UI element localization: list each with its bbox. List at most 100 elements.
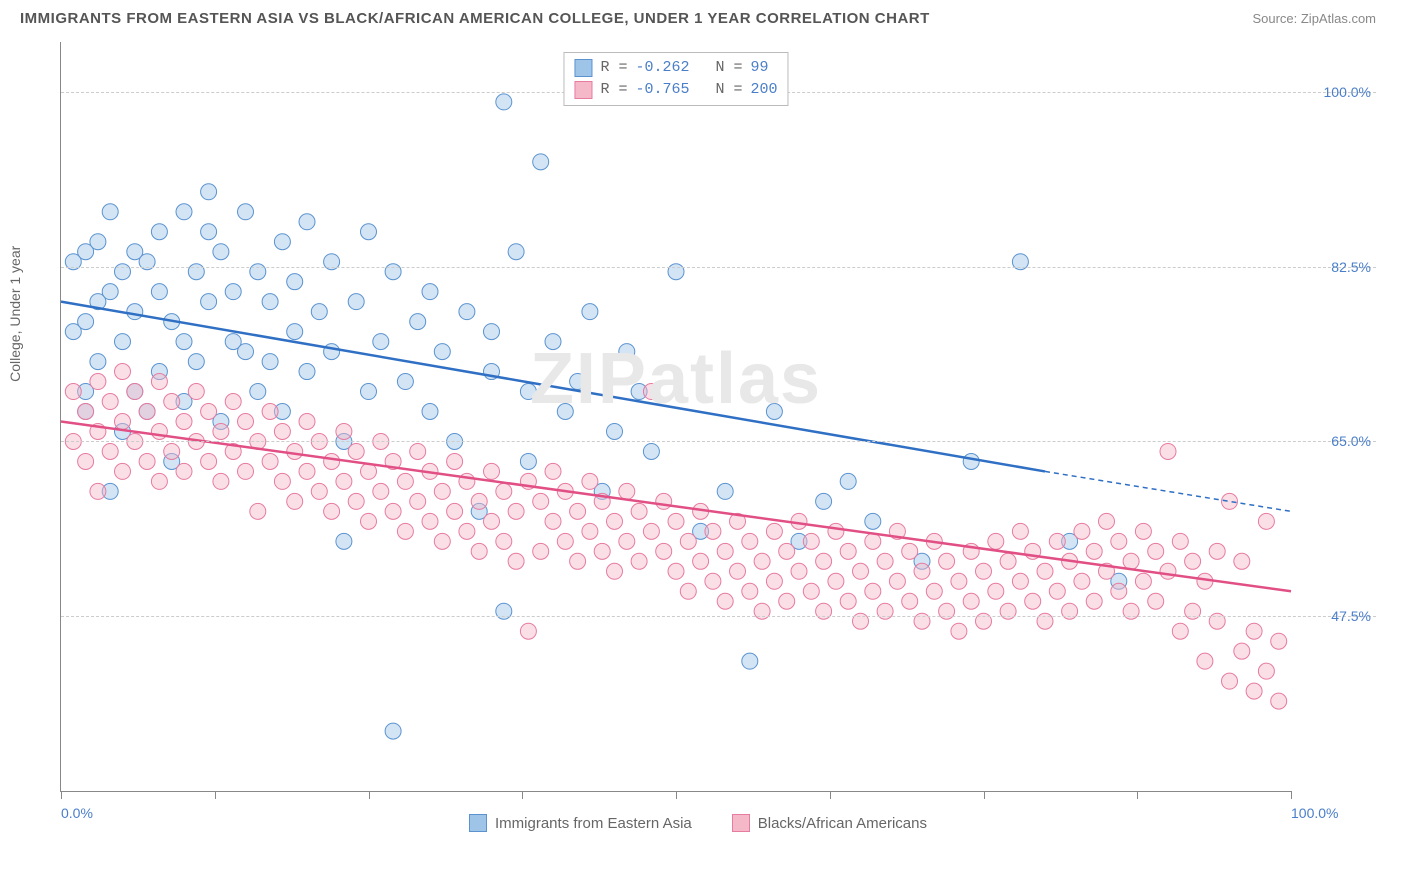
scatter-point xyxy=(582,523,598,539)
scatter-point xyxy=(397,473,413,489)
scatter-point xyxy=(1025,593,1041,609)
scatter-point xyxy=(188,354,204,370)
scatter-point xyxy=(274,234,290,250)
scatter-point xyxy=(816,553,832,569)
scatter-point xyxy=(533,493,549,509)
scatter-point xyxy=(102,284,118,300)
scatter-point xyxy=(324,503,340,519)
scatter-point xyxy=(459,523,475,539)
chart-title: IMMIGRANTS FROM EASTERN ASIA VS BLACK/AF… xyxy=(20,10,930,27)
scatter-point xyxy=(274,473,290,489)
scatter-point xyxy=(471,543,487,559)
scatter-point xyxy=(373,334,389,350)
chart-container: College, Under 1 year ZIPatlas R = -0.26… xyxy=(20,32,1376,852)
stats-legend: R = -0.262 N = 99 R = -0.765 N = 200 xyxy=(563,52,788,106)
scatter-point xyxy=(238,413,254,429)
scatter-point xyxy=(176,334,192,350)
scatter-point xyxy=(914,563,930,579)
scatter-point xyxy=(717,483,733,499)
scatter-point xyxy=(1185,553,1201,569)
scatter-point xyxy=(238,344,254,360)
scatter-point xyxy=(447,503,463,519)
scatter-point xyxy=(643,523,659,539)
scatter-point xyxy=(582,304,598,320)
scatter-point xyxy=(939,553,955,569)
scatter-point xyxy=(201,224,217,240)
scatter-point xyxy=(434,344,450,360)
scatter-point xyxy=(803,583,819,599)
scatter-point xyxy=(78,314,94,330)
scatter-point xyxy=(496,483,512,499)
scatter-point xyxy=(619,533,635,549)
scatter-point xyxy=(1209,543,1225,559)
scatter-point xyxy=(742,533,758,549)
scatter-point xyxy=(115,413,131,429)
r-value-1: -0.765 xyxy=(635,79,689,101)
scatter-point xyxy=(225,284,241,300)
scatter-point xyxy=(102,443,118,459)
ytick-label: 100.0% xyxy=(1324,84,1371,100)
n-value-1: 200 xyxy=(751,79,778,101)
scatter-point xyxy=(127,304,143,320)
scatter-point xyxy=(816,493,832,509)
scatter-point xyxy=(373,483,389,499)
scatter-point xyxy=(287,493,303,509)
scatter-point xyxy=(434,533,450,549)
scatter-point xyxy=(385,503,401,519)
scatter-point xyxy=(151,224,167,240)
legend-swatch-blue xyxy=(574,59,592,77)
scatter-point xyxy=(865,513,881,529)
scatter-point xyxy=(336,423,352,439)
scatter-point xyxy=(250,503,266,519)
scatter-point xyxy=(299,364,315,380)
ytick-label: 47.5% xyxy=(1331,608,1371,624)
scatter-point xyxy=(496,94,512,110)
scatter-point xyxy=(348,493,364,509)
scatter-point xyxy=(90,354,106,370)
scatter-point xyxy=(459,304,475,320)
scatter-point xyxy=(631,503,647,519)
scatter-point xyxy=(520,453,536,469)
scatter-point xyxy=(988,533,1004,549)
scatter-point xyxy=(1000,553,1016,569)
scatter-point xyxy=(520,384,536,400)
scatter-point xyxy=(238,463,254,479)
scatter-point xyxy=(213,473,229,489)
scatter-point xyxy=(1086,543,1102,559)
scatter-point xyxy=(213,423,229,439)
scatter-point xyxy=(262,404,278,420)
scatter-point xyxy=(582,473,598,489)
scatter-point xyxy=(1172,623,1188,639)
scatter-point xyxy=(410,493,426,509)
scatter-point xyxy=(188,384,204,400)
scatter-point xyxy=(299,413,315,429)
ytick-label: 65.0% xyxy=(1331,433,1371,449)
scatter-point xyxy=(594,543,610,559)
scatter-point xyxy=(533,543,549,559)
scatter-point xyxy=(139,453,155,469)
scatter-point xyxy=(1111,583,1127,599)
scatter-point xyxy=(201,184,217,200)
scatter-point xyxy=(422,284,438,300)
scatter-point xyxy=(1012,573,1028,589)
scatter-point xyxy=(164,394,180,410)
scatter-point xyxy=(262,294,278,310)
scatter-point xyxy=(570,553,586,569)
scatter-point xyxy=(262,354,278,370)
scatter-point xyxy=(570,374,586,390)
scatter-point xyxy=(1172,533,1188,549)
scatter-point xyxy=(225,394,241,410)
scatter-point xyxy=(791,563,807,579)
n-value-0: 99 xyxy=(751,57,769,79)
scatter-point xyxy=(557,404,573,420)
scatter-point xyxy=(1074,523,1090,539)
scatter-point xyxy=(348,443,364,459)
scatter-point xyxy=(201,404,217,420)
scatter-point xyxy=(705,523,721,539)
scatter-point xyxy=(779,543,795,559)
scatter-point xyxy=(668,513,684,529)
scatter-point xyxy=(520,623,536,639)
trend-line-dashed xyxy=(1045,471,1291,511)
scatter-point xyxy=(78,453,94,469)
scatter-point xyxy=(151,473,167,489)
